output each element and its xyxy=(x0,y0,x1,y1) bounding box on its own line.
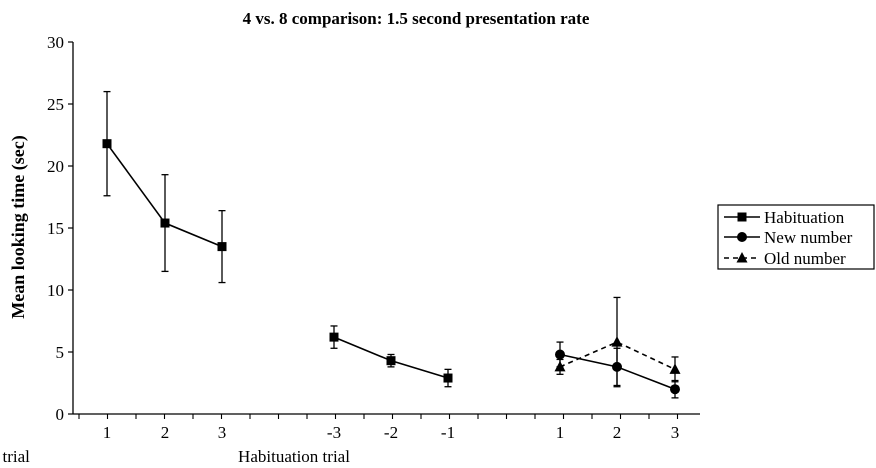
legend-label: Old number xyxy=(764,249,846,268)
x-tick-label: 3 xyxy=(218,423,227,442)
x-tick-label: -3 xyxy=(327,423,341,442)
data-point xyxy=(669,363,681,374)
x-axis-title: Test trial xyxy=(0,447,30,466)
chart-title: 4 vs. 8 comparison: 1.5 second presentat… xyxy=(243,9,590,28)
y-tick-label: 30 xyxy=(47,33,64,52)
y-tick-label: 5 xyxy=(56,343,65,362)
data-point xyxy=(554,360,566,372)
data-point xyxy=(443,373,453,383)
x-axis-title: Habituation trial xyxy=(238,447,350,466)
y-axis-ticks: 0 5 10 15 20 25 30 xyxy=(47,33,73,424)
y-tick-label: 0 xyxy=(56,405,65,424)
series-line xyxy=(559,341,676,371)
y-tick-label: 20 xyxy=(47,157,64,176)
y-tick-label: 10 xyxy=(47,281,64,300)
y-axis-title: Mean looking time (sec) xyxy=(8,135,29,318)
legend-marker xyxy=(737,232,747,242)
series-old-number xyxy=(554,296,681,388)
x-tick-label: -2 xyxy=(384,423,398,442)
x-tick-label: 3 xyxy=(671,423,680,442)
x-tick-label: 1 xyxy=(103,423,112,442)
data-point xyxy=(160,218,170,228)
legend-marker xyxy=(736,252,748,263)
legend-label: New number xyxy=(764,228,853,247)
y-tick-label: 15 xyxy=(47,219,64,238)
x-tick-label: -1 xyxy=(441,423,455,442)
legend-label: Habituation xyxy=(764,208,845,227)
data-point xyxy=(102,139,112,149)
x-tick-label: 2 xyxy=(613,423,622,442)
data-point xyxy=(611,336,623,347)
x-tick-label: 1 xyxy=(556,423,565,442)
series-layer xyxy=(102,90,681,399)
legend-marker xyxy=(737,212,747,222)
y-tick-label: 25 xyxy=(47,95,64,114)
x-tick-label: 2 xyxy=(161,423,170,442)
series-habituation xyxy=(102,90,453,388)
x-axis-titles: Habituation trial Test trial xyxy=(0,447,350,466)
x-axis-ticks: 1 2 3 -3 -2 -1 1 2 3 xyxy=(78,414,680,442)
data-point xyxy=(670,384,680,395)
data-point xyxy=(329,332,339,342)
data-point xyxy=(555,349,565,360)
data-point xyxy=(217,242,227,252)
data-point xyxy=(386,356,396,366)
